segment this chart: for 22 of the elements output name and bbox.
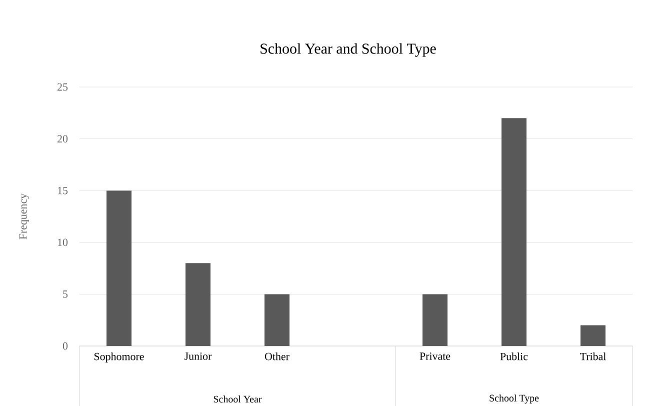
x-tick-label: Other [264, 352, 290, 360]
text: School Type [490, 394, 539, 404]
chart-title: School Year and School Type [260, 43, 436, 57]
text: School Year [214, 395, 262, 402]
y-tick-label: 20 [58, 135, 68, 142]
y-tick-label: 25 [58, 83, 68, 91]
x-tick-label: Tribal [580, 352, 606, 360]
x-tick-label: Junior [184, 352, 212, 360]
bar [422, 294, 448, 346]
y-tick-label: 10 [58, 238, 68, 246]
y-axis-title: Frequency [19, 193, 29, 240]
bar [264, 294, 290, 346]
y-tick-label: 5 [63, 290, 68, 298]
x-tick-label: Sophomore [94, 352, 144, 362]
bar [186, 263, 211, 346]
bar [106, 190, 132, 346]
x-tick-label: Public [500, 352, 528, 360]
y-tick-label: 0 [62, 342, 68, 350]
bar [502, 118, 527, 346]
bar [580, 325, 606, 346]
x-tick-label: Private [420, 352, 450, 360]
y-tick-label: 15 [58, 186, 68, 194]
